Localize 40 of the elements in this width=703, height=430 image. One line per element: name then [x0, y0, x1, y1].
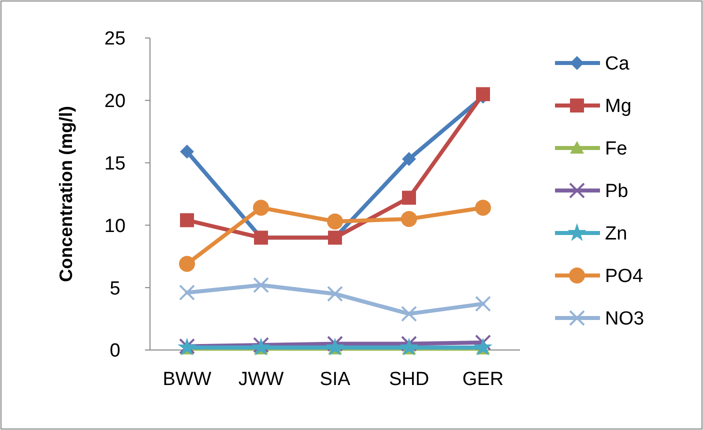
x-tick-label: SIA [320, 369, 351, 390]
x-tick-label: JWW [238, 369, 284, 390]
point [180, 213, 194, 228]
legend-label: NO3 [605, 308, 644, 330]
point [475, 296, 491, 312]
point [180, 144, 194, 159]
y-tick-label: 5 [110, 278, 120, 300]
point [401, 336, 417, 352]
point [474, 338, 492, 356]
legend-label: Ca [605, 54, 630, 75]
point [402, 152, 416, 166]
point [253, 200, 269, 216]
point [402, 190, 416, 205]
legend-label: Fe [605, 138, 628, 160]
point [476, 87, 490, 102]
y-tick-label: 15 [104, 153, 126, 174]
x-tick-label: BWW [162, 369, 212, 390]
point [400, 338, 418, 356]
y-tick-label: 20 [104, 91, 126, 112]
legend-label: Mg [605, 96, 632, 118]
x-tick-label: GER [462, 369, 504, 390]
y-tick-label: 25 [104, 28, 126, 50]
point [475, 200, 491, 216]
point [326, 338, 344, 356]
legend-label: PO4 [605, 266, 644, 288]
point [401, 306, 417, 322]
x-tick-label: SHD [388, 369, 430, 390]
point [327, 286, 343, 302]
y-tick-label: 10 [104, 216, 126, 237]
point [327, 336, 343, 352]
y-axis-title: Concentration (mg/l) [56, 106, 76, 282]
point [253, 277, 269, 294]
point [401, 210, 417, 227]
legend-label: Zn [605, 224, 628, 245]
point [179, 284, 195, 301]
point [475, 334, 491, 351]
point [179, 256, 195, 272]
y-tick-label: 0 [110, 340, 120, 362]
legend-label: Pb [605, 181, 628, 202]
point [327, 213, 343, 230]
